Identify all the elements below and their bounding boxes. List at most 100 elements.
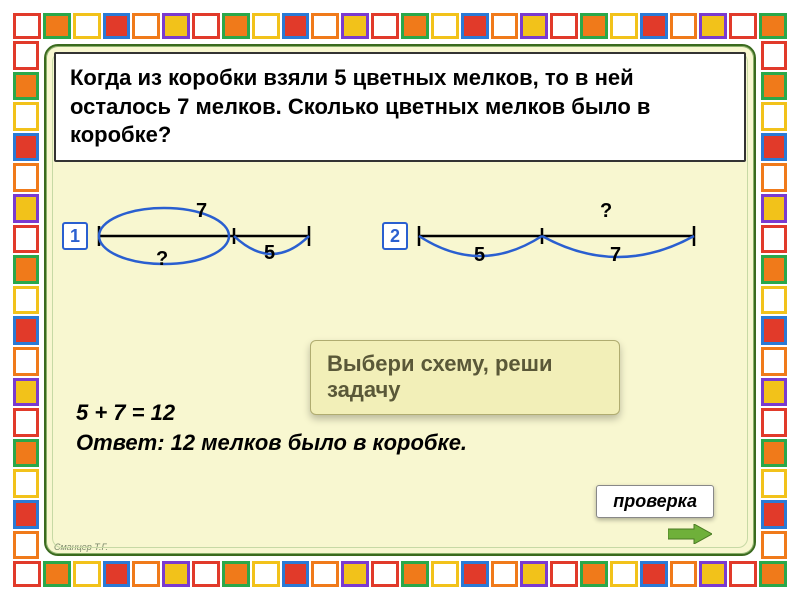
border-square — [461, 13, 489, 39]
border-square — [670, 561, 698, 587]
border-square — [311, 561, 339, 587]
border-square — [759, 13, 787, 39]
border-square — [252, 561, 280, 587]
border-square — [13, 102, 39, 131]
problem-text-box: Когда из коробки взяли 5 цветных мелков,… — [54, 52, 746, 162]
border-square — [761, 439, 787, 468]
diagram-2-top-label: ? — [600, 200, 612, 223]
border-square — [491, 13, 519, 39]
border-square — [43, 561, 71, 587]
border-square — [13, 225, 39, 254]
border-square — [371, 13, 399, 39]
border-square — [520, 561, 548, 587]
border-square — [759, 561, 787, 587]
border-square — [162, 13, 190, 39]
border-square — [761, 378, 787, 407]
border-square — [103, 561, 131, 587]
border-square — [761, 194, 787, 223]
diagram-2-svg — [414, 196, 704, 276]
border-square — [761, 286, 787, 315]
diagram-1-right-label: 5 — [264, 242, 275, 265]
border-square — [761, 500, 787, 529]
border-square — [371, 561, 399, 587]
border-square — [252, 13, 280, 39]
border-square — [341, 13, 369, 39]
border-square — [640, 13, 668, 39]
border-square — [699, 13, 727, 39]
check-button[interactable]: проверка — [596, 485, 714, 518]
border-square — [491, 561, 519, 587]
border-square — [699, 561, 727, 587]
diagram-2-badge: 2 — [382, 222, 408, 250]
border-square — [610, 561, 638, 587]
border-square — [761, 225, 787, 254]
border-square — [729, 561, 757, 587]
border-right — [760, 40, 788, 560]
border-square — [550, 13, 578, 39]
border-square — [73, 13, 101, 39]
border-square — [13, 378, 39, 407]
instruction-text: Выбери схему, реши задачу — [327, 351, 552, 402]
diagrams-area: 1 7 ? 5 2 — [66, 196, 734, 286]
border-square — [13, 255, 39, 284]
border-square — [431, 561, 459, 587]
border-square — [761, 469, 787, 498]
diagram-1-top-label: 7 — [196, 200, 207, 223]
border-bottom — [12, 560, 788, 588]
border-square — [580, 561, 608, 587]
next-arrow-icon[interactable] — [668, 524, 712, 544]
border-square — [761, 255, 787, 284]
border-square — [132, 561, 160, 587]
answer-label: Ответ: — [76, 430, 165, 455]
border-square — [13, 194, 39, 223]
border-square — [761, 133, 787, 162]
border-square — [520, 13, 548, 39]
border-square — [550, 561, 578, 587]
border-square — [43, 13, 71, 39]
border-square — [761, 41, 787, 70]
check-button-label: проверка — [613, 491, 697, 511]
border-square — [13, 316, 39, 345]
border-square — [13, 286, 39, 315]
border-square — [162, 561, 190, 587]
border-square — [431, 13, 459, 39]
diagram-1-badge: 1 — [62, 222, 88, 250]
diagram-1-svg — [94, 196, 324, 276]
border-square — [103, 13, 131, 39]
diagram-2-right-label: 7 — [610, 244, 621, 267]
border-square — [13, 133, 39, 162]
border-square — [192, 561, 220, 587]
border-square — [222, 13, 250, 39]
border-square — [13, 41, 39, 70]
border-square — [580, 13, 608, 39]
border-square — [282, 561, 310, 587]
border-square — [13, 13, 41, 39]
problem-text: Когда из коробки взяли 5 цветных мелков,… — [70, 65, 650, 147]
border-square — [761, 316, 787, 345]
border-square — [670, 13, 698, 39]
border-square — [640, 561, 668, 587]
border-square — [13, 163, 39, 192]
border-square — [13, 561, 41, 587]
border-square — [13, 469, 39, 498]
diagram-1-left-label: ? — [156, 248, 168, 271]
border-square — [461, 561, 489, 587]
answer-text: 12 мелков было в коробке. — [171, 430, 467, 455]
border-top — [12, 12, 788, 40]
diagram-2[interactable]: 2 ? 5 7 — [386, 196, 706, 276]
border-square — [13, 347, 39, 376]
border-square — [13, 72, 39, 101]
instruction-box: Выбери схему, реши задачу — [310, 340, 620, 415]
border-square — [761, 347, 787, 376]
diagram-1[interactable]: 1 7 ? 5 — [66, 196, 346, 276]
border-square — [222, 561, 250, 587]
border-square — [401, 561, 429, 587]
border-square — [610, 13, 638, 39]
border-square — [761, 531, 787, 560]
border-square — [13, 439, 39, 468]
border-square — [132, 13, 160, 39]
border-square — [761, 72, 787, 101]
diagram-2-left-label: 5 — [474, 244, 485, 267]
border-square — [73, 561, 101, 587]
border-square — [341, 561, 369, 587]
